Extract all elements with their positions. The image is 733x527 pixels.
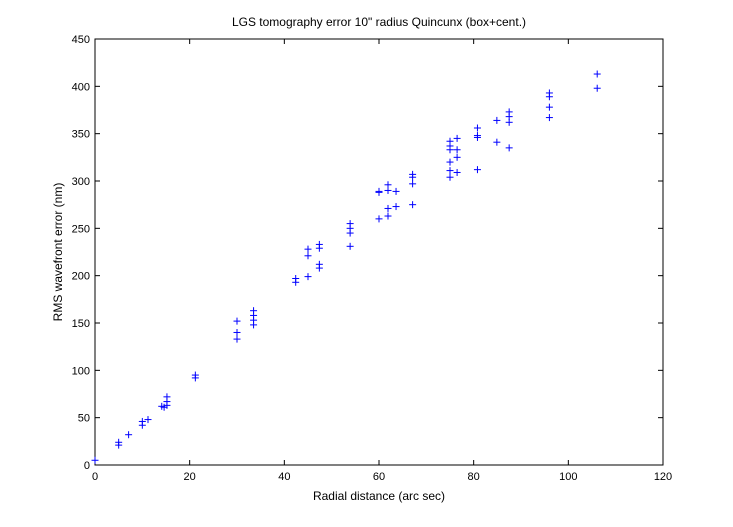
data-point: [315, 260, 323, 268]
data-point: [493, 116, 501, 124]
y-tick-label: 400: [72, 81, 90, 93]
y-tick-label: 0: [84, 460, 90, 472]
y-tick-label: 250: [72, 223, 90, 235]
data-point: [138, 417, 146, 425]
data-point: [473, 132, 481, 140]
y-axis-title: RMS wavefront error (nm): [51, 183, 65, 322]
data-point: [505, 108, 513, 116]
data-point: [375, 187, 383, 195]
x-ticks: 0 20 40 60 80 100 120: [92, 39, 672, 483]
chart-title: LGS tomography error 10" radius Quincunx…: [232, 15, 526, 29]
axes-box: [94, 38, 664, 466]
x-tick-label: 60: [373, 471, 385, 483]
y-ticks: 0 50 100 150 200 250 300 350 400 450: [72, 34, 663, 472]
data-point: [446, 167, 454, 175]
data-point: [545, 89, 553, 97]
data-point: [144, 416, 152, 424]
x-tick-label: 40: [278, 471, 290, 483]
data-point: [375, 215, 383, 223]
x-tick-label: 20: [184, 471, 196, 483]
data-point: [91, 456, 99, 464]
data-point: [453, 153, 461, 161]
y-tick-label: 350: [72, 129, 90, 141]
data-point: [384, 212, 392, 220]
data-point: [453, 134, 461, 142]
data-point: [384, 204, 392, 212]
data-point: [493, 138, 501, 146]
x-tick-label: 100: [559, 471, 577, 483]
x-tick-label: 0: [92, 471, 98, 483]
data-point: [292, 275, 300, 283]
data-point: [453, 168, 461, 176]
data-points: [91, 70, 601, 464]
data-point: [125, 431, 133, 439]
y-tick-label: 300: [72, 176, 90, 188]
data-point: [163, 393, 171, 401]
data-point: [315, 240, 323, 248]
data-point: [473, 124, 481, 132]
data-point: [392, 187, 400, 195]
x-axis-title: Radial distance (arc sec): [313, 489, 445, 503]
data-point: [593, 70, 601, 78]
data-point: [505, 144, 513, 152]
data-point: [446, 173, 454, 181]
data-point: [446, 158, 454, 166]
data-point: [409, 180, 417, 188]
y-tick-label: 200: [72, 271, 90, 283]
data-point: [304, 245, 312, 253]
data-point: [453, 146, 461, 154]
data-point: [409, 170, 417, 178]
x-tick-label: 80: [468, 471, 480, 483]
data-point: [593, 84, 601, 92]
data-point: [384, 181, 392, 189]
data-point: [392, 203, 400, 211]
data-point: [346, 220, 354, 228]
data-point: [304, 273, 312, 281]
data-point: [233, 335, 241, 343]
data-point: [233, 317, 241, 325]
data-point: [446, 137, 454, 145]
data-point: [409, 201, 417, 209]
data-point: [191, 371, 199, 379]
y-tick-label: 100: [72, 365, 90, 377]
y-tick-label: 50: [78, 413, 90, 425]
data-point: [545, 114, 553, 122]
data-point: [250, 307, 258, 315]
data-point: [115, 438, 123, 446]
data-point: [346, 242, 354, 250]
y-tick-label: 450: [72, 34, 90, 46]
data-point: [304, 252, 312, 260]
data-point: [473, 166, 481, 174]
x-tick-label: 120: [654, 471, 672, 483]
data-point: [233, 328, 241, 336]
data-point: [545, 103, 553, 111]
y-tick-label: 150: [72, 318, 90, 330]
